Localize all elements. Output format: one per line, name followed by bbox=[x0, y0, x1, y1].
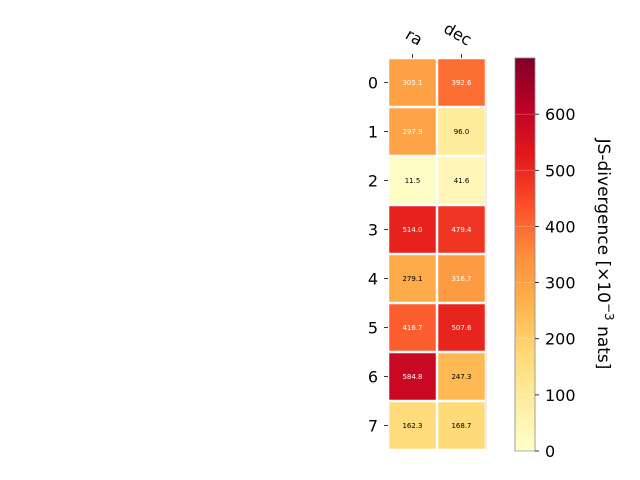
cell-value-label: 507.6 bbox=[451, 324, 472, 332]
cell-value-label: 168.7 bbox=[451, 422, 471, 430]
cell-value-label: 514.0 bbox=[402, 226, 422, 234]
column-tick-label: dec bbox=[441, 19, 475, 50]
heatmap-cell bbox=[438, 255, 485, 302]
cell-value-label: 416.7 bbox=[402, 324, 422, 332]
column-axis: ra dec bbox=[402, 19, 475, 58]
colorbar-tick-label: 300 bbox=[545, 274, 576, 293]
colorbar-label: JS-divergence [×10−3 nats] bbox=[593, 138, 616, 370]
cell-value-label: 392.6 bbox=[451, 79, 472, 87]
colorbar-tick-label: 200 bbox=[545, 330, 576, 349]
cell-value-label: 584.8 bbox=[402, 373, 422, 381]
heatmap-cell bbox=[389, 353, 436, 400]
row-tick-label: 3 bbox=[368, 221, 378, 240]
heatmap-cell bbox=[438, 59, 485, 106]
cell-value-label: 96.0 bbox=[454, 128, 470, 136]
heatmap-cell bbox=[389, 255, 436, 302]
colorbar-tick-label: 0 bbox=[545, 442, 555, 461]
colorbar-tick-label: 100 bbox=[545, 386, 576, 405]
heatmap-cell bbox=[389, 304, 436, 351]
colorbar bbox=[514, 57, 536, 452]
heatmap-cell bbox=[438, 108, 485, 155]
colorbar-tick-label: 500 bbox=[545, 161, 576, 180]
row-tick-label: 5 bbox=[368, 319, 378, 338]
colorbar-tick-label: 600 bbox=[545, 105, 576, 124]
heatmap-cell bbox=[438, 353, 485, 400]
colorbar-axis: 0 100 200 300 400 500 600 bbox=[515, 105, 576, 461]
cell-value-label: 479.4 bbox=[451, 226, 472, 234]
row-tick-label: 2 bbox=[368, 172, 378, 191]
heatmap-cell bbox=[389, 59, 436, 106]
row-tick-label: 0 bbox=[368, 74, 378, 93]
cell-value-label: 316.7 bbox=[451, 275, 471, 283]
heatmap-cell bbox=[438, 157, 485, 204]
heatmap-cell bbox=[438, 402, 485, 449]
cell-value-label: 247.3 bbox=[451, 373, 471, 381]
cell-value-label: 305.1 bbox=[402, 79, 422, 87]
colorbar-tick-label: 400 bbox=[545, 217, 576, 236]
cell-value-label: 279.1 bbox=[402, 275, 422, 283]
row-tick-label: 1 bbox=[368, 123, 378, 142]
row-tick-label: 4 bbox=[368, 270, 378, 289]
row-tick-label: 6 bbox=[368, 368, 378, 387]
cell-value-label: 162.3 bbox=[402, 422, 422, 430]
heatmap-cell bbox=[389, 206, 436, 253]
heatmap-value-labels: 305.1 392.6 297.9 96.0 11.5 41.6 514.0 479.4 279… bbox=[402, 79, 472, 430]
heatmap-cell bbox=[438, 304, 485, 351]
heatmap-cells bbox=[389, 59, 485, 449]
heatmap-cell bbox=[389, 402, 436, 449]
column-tick-label: ra bbox=[402, 25, 426, 50]
cell-value-label: 11.5 bbox=[405, 177, 421, 185]
row-tick-label: 7 bbox=[368, 417, 378, 436]
heatmap-cell bbox=[389, 157, 436, 204]
cell-value-label: 297.9 bbox=[402, 128, 422, 136]
row-axis: 0 1 2 3 4 5 6 7 bbox=[368, 74, 388, 436]
heatmap-cell bbox=[389, 108, 436, 155]
heatmap-cell bbox=[438, 206, 485, 253]
cell-value-label: 41.6 bbox=[454, 177, 470, 185]
